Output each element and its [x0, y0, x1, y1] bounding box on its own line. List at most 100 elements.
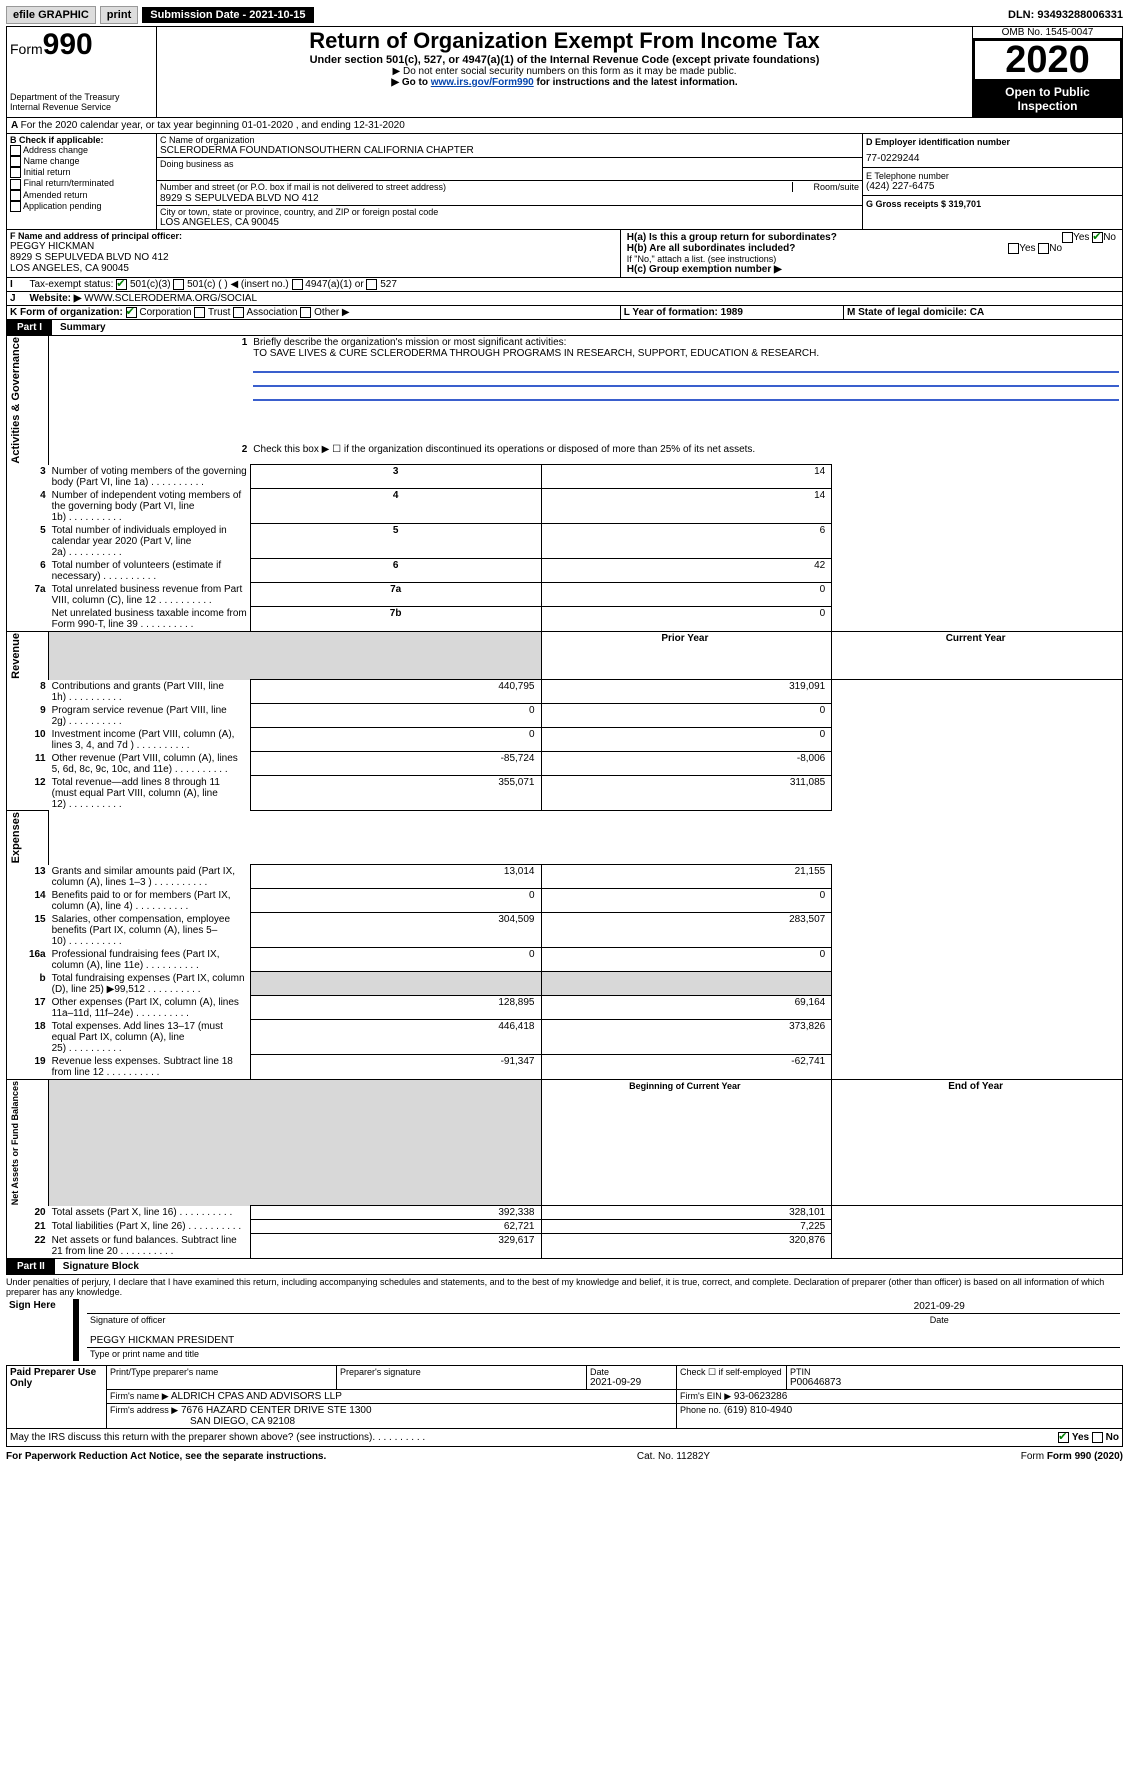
prior-value: -91,347: [250, 1055, 541, 1080]
firm-addr-label: Firm's address ▶: [110, 1405, 178, 1415]
dln: DLN: 93493288006331: [1008, 9, 1123, 21]
firm-name-label: Firm's name ▶: [110, 1391, 169, 1401]
prep-sig-label: Preparer's signature: [337, 1365, 587, 1389]
form-title: Return of Organization Exempt From Incom…: [160, 28, 969, 54]
line-text: Salaries, other compensation, employee b…: [49, 913, 251, 948]
org-name: SCLERODERMA FOUNDATIONSOUTHERN CALIFORNI…: [160, 145, 859, 156]
line-value: 6: [541, 524, 832, 559]
line-text: Benefits paid to or for members (Part IX…: [49, 889, 251, 913]
prior-value: 13,014: [250, 865, 541, 889]
box-b-item: Name change: [10, 156, 153, 167]
line-text: Number of voting members of the governin…: [49, 465, 251, 489]
form-subtitle: Under section 501(c), 527, or 4947(a)(1)…: [160, 54, 969, 66]
tax-exempt-label: Tax-exempt status:: [30, 279, 114, 290]
line-ref: 4: [250, 489, 541, 524]
discuss-no: No: [1106, 1432, 1119, 1443]
box-b-checkbox[interactable]: [10, 190, 21, 201]
assoc-checkbox[interactable]: [233, 307, 244, 318]
q1: Briefly describe the organization's miss…: [253, 337, 1119, 348]
side-net: Net Assets or Fund Balances: [10, 1081, 20, 1205]
street-address: 8929 S SEPULVEDA BLVD NO 412: [160, 193, 859, 204]
officer-name: PEGGY HICKMAN: [10, 241, 617, 252]
line-text: Investment income (Part VIII, column (A)…: [49, 728, 251, 752]
prior-value: 0: [250, 704, 541, 728]
box-b-item: Address change: [10, 145, 153, 156]
box-b-checkbox[interactable]: [10, 145, 21, 156]
current-value: 69,164: [541, 996, 832, 1020]
box-b-checkbox[interactable]: [10, 167, 21, 178]
current-value: 311,085: [541, 776, 832, 811]
paid-label: Paid Preparer Use Only: [7, 1365, 107, 1428]
efile-tag: efile GRAPHIC: [6, 6, 96, 24]
line-text: Grants and similar amounts paid (Part IX…: [49, 865, 251, 889]
discuss-no-checkbox[interactable]: [1092, 1432, 1103, 1443]
hb-yes-checkbox[interactable]: [1008, 243, 1019, 254]
line-num: 9: [7, 704, 49, 728]
line-num: [7, 607, 49, 632]
ha-yes-checkbox[interactable]: [1062, 232, 1073, 243]
current-value: 320,876: [541, 1234, 832, 1259]
ha-no-checkbox[interactable]: [1092, 232, 1103, 243]
q1-ans: TO SAVE LIVES & CURE SCLERODERMA THROUGH…: [253, 348, 1119, 359]
prior-value: 355,071: [250, 776, 541, 811]
line-num: 11: [7, 752, 49, 776]
line-num: 8: [7, 680, 49, 704]
line-num: 10: [7, 728, 49, 752]
opt-501c3: 501(c)(3): [130, 279, 171, 290]
prep-name-label: Print/Type preparer's name: [107, 1365, 337, 1389]
line-num: 22: [7, 1234, 49, 1259]
line-ref: 7b: [250, 607, 541, 632]
paid-preparer-block: Paid Preparer Use Only Print/Type prepar…: [6, 1365, 1123, 1429]
501c-checkbox[interactable]: [173, 279, 184, 290]
4947-checkbox[interactable]: [292, 279, 303, 290]
other-checkbox[interactable]: [300, 307, 311, 318]
addr-label: Number and street (or P.O. box if mail i…: [160, 182, 446, 192]
firm-name: ALDRICH CPAS AND ADVISORS LLP: [171, 1391, 342, 1402]
hb-label: H(b) Are all subordinates included?: [627, 243, 796, 254]
prior-value: 446,418: [250, 1020, 541, 1055]
topbar: efile GRAPHIC print Submission Date - 20…: [6, 6, 1123, 24]
current-value: [541, 972, 832, 996]
trust-label: Trust: [208, 307, 230, 318]
header-table: Form990 Department of the Treasury Inter…: [6, 26, 1123, 118]
current-value: 21,155: [541, 865, 832, 889]
corp-checkbox[interactable]: [126, 307, 137, 318]
line-num: 19: [7, 1055, 49, 1080]
ptin-label: PTIN: [790, 1367, 1119, 1377]
box-e-label: E Telephone number: [866, 171, 1119, 181]
tax-year: 2020: [973, 39, 1122, 81]
prior-value: 62,721: [250, 1220, 541, 1234]
box-b-checkbox[interactable]: [10, 201, 21, 212]
line-text: Professional fundraising fees (Part IX, …: [49, 948, 251, 972]
line-value: 14: [541, 489, 832, 524]
hb-yes: Yes: [1019, 243, 1035, 254]
city-state-zip: LOS ANGELES, CA 90045: [160, 217, 859, 228]
print-button[interactable]: print: [100, 6, 138, 24]
line-num: 18: [7, 1020, 49, 1055]
discuss-yes-checkbox[interactable]: [1058, 1432, 1069, 1443]
box-b-checkbox[interactable]: [10, 156, 21, 167]
form-ref: Form Form 990 (2020): [1021, 1451, 1123, 1462]
sign-here-label: Sign Here: [6, 1299, 76, 1361]
firm-ein-label: Firm's EIN ▶: [680, 1391, 731, 1401]
527-checkbox[interactable]: [366, 279, 377, 290]
line-value: 14: [541, 465, 832, 489]
prior-value: 128,895: [250, 996, 541, 1020]
prior-value: -85,724: [250, 752, 541, 776]
line-text: Other revenue (Part VIII, column (A), li…: [49, 752, 251, 776]
trust-checkbox[interactable]: [194, 307, 205, 318]
ptin-value: P00646873: [790, 1377, 1119, 1388]
line-num: 6: [7, 559, 49, 583]
line-num: 5: [7, 524, 49, 559]
website-label: Website: ▶: [30, 293, 82, 304]
part2-label: Part II: [7, 1259, 55, 1274]
line-value: 0: [541, 607, 832, 632]
box-f-label: F Name and address of principal officer:: [10, 231, 617, 241]
hdr-curr: Current Year: [832, 631, 1123, 679]
hb-no-checkbox[interactable]: [1038, 243, 1049, 254]
instructions-link[interactable]: www.irs.gov/Form990: [431, 77, 534, 88]
box-b-checkbox[interactable]: [10, 179, 21, 190]
line-text: Other expenses (Part IX, column (A), lin…: [49, 996, 251, 1020]
501c3-checkbox[interactable]: [116, 279, 127, 290]
box-g: G Gross receipts $ 319,701: [866, 199, 1119, 209]
